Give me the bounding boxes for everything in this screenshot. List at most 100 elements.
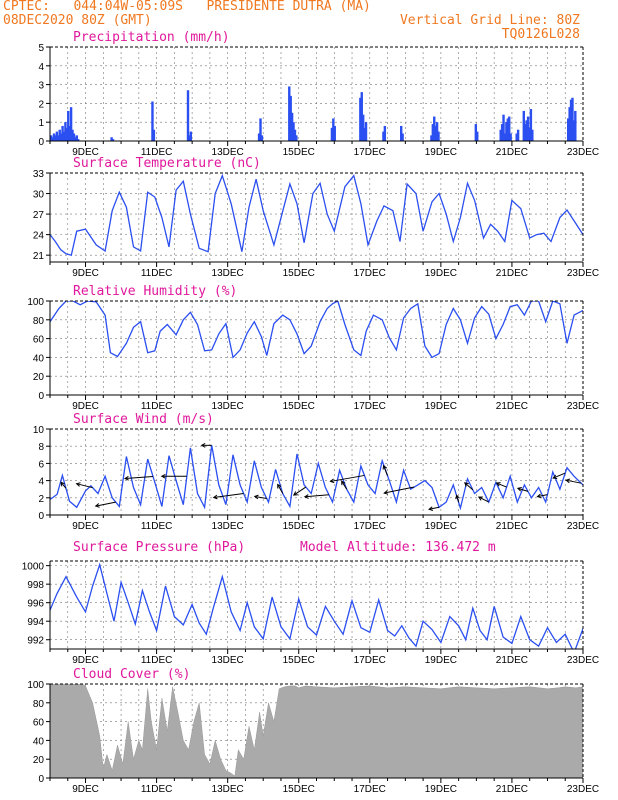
precip-bar <box>61 125 64 141</box>
y-tick-label: 8 <box>38 442 44 453</box>
precip-bar <box>259 118 262 141</box>
x-tick-label: 9DEC <box>72 401 99 412</box>
precip-bar <box>508 116 511 141</box>
header-run-date: 08DEC2020 80Z (GMT) <box>3 13 152 28</box>
x-tick-label: 15DEC <box>283 655 315 666</box>
wind-arrow <box>253 494 267 500</box>
panel-4 <box>46 560 584 654</box>
panel-5 <box>46 683 584 783</box>
y-tick-label: 0 <box>38 511 44 522</box>
precip-bar <box>524 124 527 141</box>
header-location: CPTEC: 044:04W-05:09S PRESIDENTE DUTRA (… <box>3 0 371 14</box>
wind-arrow <box>60 481 67 489</box>
precip-bar <box>363 127 366 141</box>
x-tick-label: 17DEC <box>354 147 386 158</box>
precip-bar <box>568 107 571 141</box>
panel-2 <box>46 300 584 400</box>
precip-bar <box>499 129 502 141</box>
precip-bar <box>500 124 504 141</box>
series <box>50 684 583 778</box>
x-tick-label: 13DEC <box>212 268 244 279</box>
x-tick-label: 23DEC <box>567 147 599 158</box>
panel-title: Surface Wind (m/s) <box>73 412 214 427</box>
y-tick-label: 27 <box>33 210 45 221</box>
precip-bar <box>528 127 531 141</box>
precip-bar <box>52 133 56 141</box>
precip-bar <box>433 116 436 141</box>
precip-bar <box>68 125 71 141</box>
x-tick-label: 13DEC <box>212 784 244 795</box>
x-tick-label: 17DEC <box>354 268 386 279</box>
x-tick-label: 21DEC <box>496 268 528 279</box>
precip-bar <box>75 135 78 141</box>
y-tick-label: 0 <box>38 137 44 148</box>
panel-title: Surface Pressure (hPa) <box>73 540 245 555</box>
x-tick-label: 11DEC <box>141 521 173 532</box>
series-line <box>50 301 583 359</box>
precip-bar <box>359 97 362 141</box>
wind-arrow <box>477 496 490 503</box>
x-tick-label: 15DEC <box>283 784 315 795</box>
x-tick-label: 21DEC <box>496 784 528 795</box>
panel-3 <box>46 428 584 520</box>
y-tick-label: 60 <box>33 335 45 346</box>
panel-title: Precipitation (mm/h) <box>73 30 230 45</box>
precip-bar <box>505 122 508 141</box>
precip-bar <box>110 137 113 141</box>
precip-bar <box>57 135 60 141</box>
x-tick-label: 19DEC <box>425 147 457 158</box>
precip-bar <box>567 118 570 141</box>
precip-bar <box>571 97 574 141</box>
x-tick-label: 17DEC <box>354 655 386 666</box>
precip-bar <box>293 129 297 141</box>
wind-arrow <box>495 482 507 488</box>
wind-arrow <box>123 475 154 481</box>
precip-bar <box>72 133 76 141</box>
x-tick-label: 23DEC <box>567 268 599 279</box>
x-tick-label: 23DEC <box>567 521 599 532</box>
x-tick-label: 19DEC <box>425 784 457 795</box>
precip-bar <box>54 135 57 141</box>
precip-bar <box>431 124 435 141</box>
panel-title: Surface Temperature (nC) <box>73 156 261 171</box>
y-tick-label: 80 <box>33 699 45 710</box>
series <box>50 86 577 141</box>
x-tick-label: 21DEC <box>496 655 528 666</box>
precip-bar <box>526 116 530 141</box>
panel-subtitle: Model Altitude: 136.472 m <box>300 540 496 555</box>
wind-arrow <box>292 486 307 496</box>
x-tick-label: 19DEC <box>425 521 457 532</box>
series <box>50 562 583 649</box>
y-tick-label: 3 <box>38 81 44 92</box>
wind-arrow <box>303 494 329 499</box>
x-tick-label: 15DEC <box>283 401 315 412</box>
wind-arrow <box>212 493 244 500</box>
precip-bar <box>361 114 365 141</box>
series <box>50 442 583 511</box>
precip-bar <box>434 125 437 141</box>
x-tick-label: 9DEC <box>72 655 99 666</box>
precip-bar <box>59 133 63 141</box>
x-tick-label: 19DEC <box>425 401 457 412</box>
precip-bar <box>74 137 77 141</box>
precip-bar <box>64 122 67 141</box>
precip-bar <box>515 133 518 141</box>
x-tick-label: 21DEC <box>496 401 528 412</box>
y-tick-label: 20 <box>33 755 45 766</box>
precip-bar <box>67 110 70 141</box>
x-tick-label: 23DEC <box>567 784 599 795</box>
x-tick-label: 15DEC <box>283 268 315 279</box>
y-tick-label: 80 <box>33 316 45 327</box>
header-model-id: TQ0126L028 <box>501 27 580 42</box>
precip-bar <box>330 127 334 141</box>
wind-arrow <box>464 482 474 491</box>
cloud-area <box>50 684 583 778</box>
x-tick-label: 11DEC <box>141 147 173 158</box>
x-tick-label: 11DEC <box>141 784 173 795</box>
wind-arrow <box>565 478 582 484</box>
precip-bar <box>65 127 69 141</box>
y-tick-label: 0 <box>38 391 44 402</box>
precip-bar <box>502 114 505 141</box>
precip-bar <box>476 131 479 141</box>
y-tick-label: 33 <box>33 169 45 180</box>
